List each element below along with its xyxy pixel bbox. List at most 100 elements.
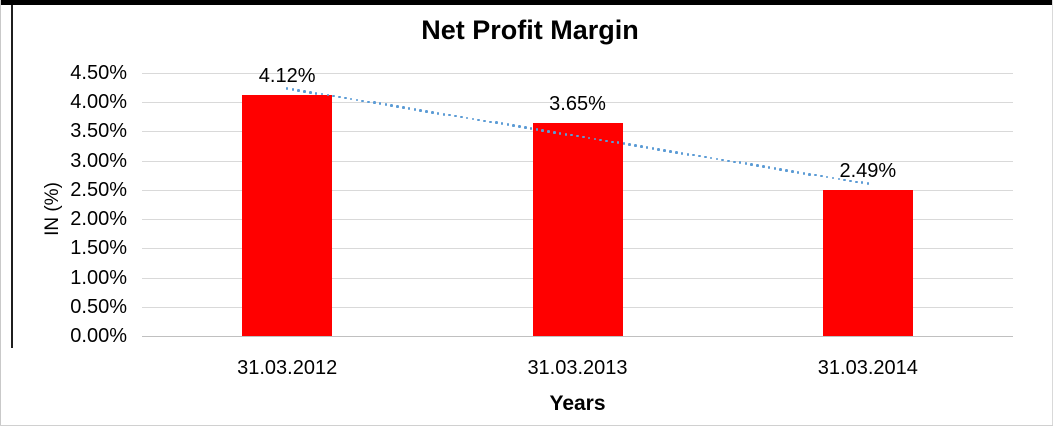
bar (532, 122, 623, 336)
trendline-dot (419, 109, 422, 112)
trendline-dot (431, 111, 434, 114)
y-tick-label: 3.00% (70, 149, 127, 172)
trendline-dot (837, 177, 841, 181)
trendline-dot (854, 180, 858, 184)
trendline-dot (651, 147, 655, 150)
trendline-dot (756, 164, 759, 167)
trendline-dot (640, 145, 643, 148)
trendline-dot (343, 96, 347, 100)
top-border-bar (0, 0, 1053, 5)
trendline-dot (407, 107, 411, 110)
y-tick-label: 1.50% (70, 237, 127, 260)
trendline-dot (680, 151, 684, 155)
trendline-dot (523, 126, 527, 129)
trendline-dot (773, 167, 777, 170)
y-tick-label: 2.00% (70, 208, 127, 231)
trendline-dot (593, 137, 597, 141)
trendline-dot (570, 133, 573, 137)
trendline-dot (372, 101, 376, 105)
trendline-dot (454, 114, 457, 118)
chart-title: Net Profit Margin (421, 15, 639, 45)
trendline-dot (332, 94, 335, 98)
trendline-dot (814, 173, 817, 177)
y-tick-label: 4.50% (70, 62, 127, 84)
trendline-dot (285, 87, 289, 90)
trendline-dot (866, 182, 870, 186)
x-axis-line (142, 336, 1013, 337)
trendline-dot (361, 99, 364, 103)
trendline-dot (529, 127, 533, 130)
trendline-dot (831, 176, 835, 180)
trendline-dot (367, 100, 370, 104)
trendline-dot (628, 143, 632, 146)
trendline-dot (494, 121, 498, 125)
trendline-dot (378, 102, 382, 106)
trendline-dot (860, 181, 864, 185)
trendline-dot (663, 149, 666, 152)
trendline-dot (465, 116, 469, 120)
trendline-dot (843, 178, 846, 182)
y-tick-label: 2.50% (70, 178, 127, 201)
y-tick-label: 3.50% (70, 120, 127, 143)
trendline-dot (825, 175, 829, 179)
trendline-dot (779, 168, 783, 171)
bar-value-label: 3.65% (549, 92, 606, 115)
trendline-dot (721, 158, 724, 162)
trendline-dot (698, 154, 701, 158)
trendline-dot (738, 161, 742, 165)
trendline-dot (518, 125, 521, 128)
trendline-dot (762, 165, 765, 168)
trendline-dot (802, 171, 806, 175)
trendline-dot (512, 124, 515, 127)
trendline-dot (750, 163, 753, 166)
trendline-dot (338, 95, 341, 99)
x-axis-title: Years (549, 392, 606, 415)
trendline-dot (471, 117, 475, 121)
gridline (142, 73, 1013, 74)
trendline-dot (669, 150, 672, 153)
trendline-dot (413, 108, 417, 111)
trendline-dot (483, 119, 486, 123)
y-tick-label: 4.00% (70, 91, 127, 114)
left-border-line (11, 5, 13, 348)
trendline-dot (297, 89, 301, 92)
trendline-dot (576, 134, 579, 138)
trendline-dot (703, 155, 707, 159)
trendline-dot (605, 139, 608, 143)
trendline-dot (796, 171, 800, 174)
trendline-dot (599, 138, 603, 142)
x-tick-label: 31.03.2013 (527, 357, 628, 379)
trendline-dot (425, 110, 428, 113)
trendline-dot (314, 91, 318, 95)
y-tick-label: 1.00% (70, 266, 127, 289)
y-tick-label: 0.00% (70, 325, 127, 347)
trendline-dot (390, 104, 393, 107)
x-tick-label: 31.03.2012 (237, 357, 338, 379)
trendline-dot (303, 90, 306, 93)
trendline-dot (326, 93, 330, 97)
trendline-dot (320, 92, 324, 96)
trendline-dot (645, 146, 649, 149)
trendline-dot (634, 144, 637, 147)
bar (822, 190, 913, 336)
trendline-dot (727, 159, 730, 163)
trendline-dot (506, 123, 510, 126)
trendline-dot (692, 153, 695, 157)
trendline-dot (808, 172, 812, 176)
trendline-dot (820, 174, 823, 178)
trendline-dot (622, 142, 626, 146)
trendline-dot (460, 115, 463, 119)
trendline-dot (500, 122, 504, 126)
bar-value-label: 4.12% (258, 65, 316, 88)
gridline (142, 102, 1013, 104)
trendline-dot (849, 179, 852, 183)
trendline-dot (541, 129, 544, 132)
trendline-dot (674, 151, 678, 154)
trendline-dot (436, 111, 440, 115)
trendline-dot (686, 152, 690, 156)
trendline-dot (657, 148, 661, 151)
y-tick-label: 0.50% (70, 295, 127, 318)
trendline-dot (616, 141, 620, 145)
trendline-dot (535, 128, 539, 131)
trendline-dot (791, 170, 794, 173)
